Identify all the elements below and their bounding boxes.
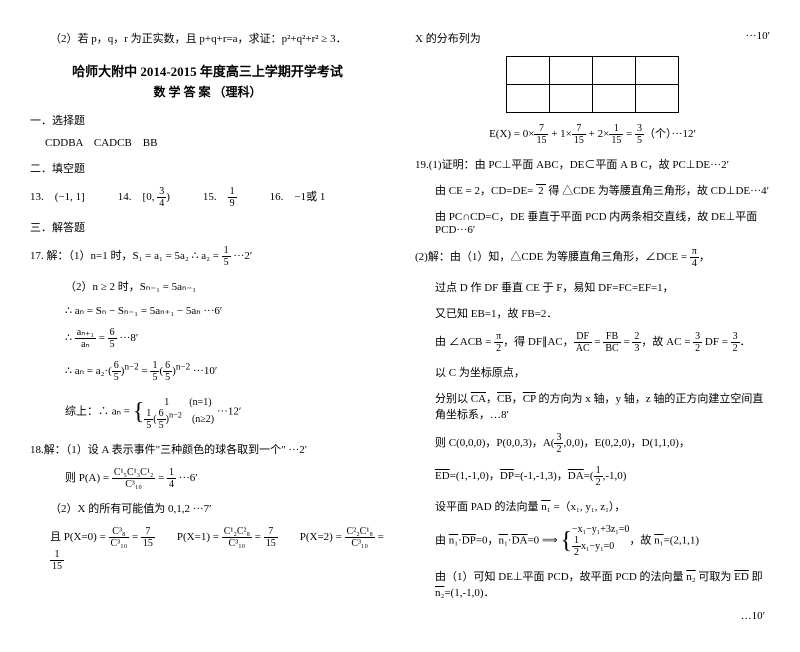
distribution-table (506, 56, 679, 113)
section-1: 一．选择题 (30, 112, 385, 128)
q19-8: 分别以 CA，CB，CP 的方向为 x 轴，y 轴，z 轴的正方向建立空间直角坐… (435, 390, 770, 422)
q19-10: ED=(1,-1,0)，DP=(-1,-1,3)，DA=(12,-1,0) (435, 465, 770, 488)
q17-3: ∴ aₙ = Sₙ − Sₙ₋₁ = 5aₙ₊₁ − 5aₙ ···6′ (65, 304, 385, 317)
exam-subtitle: 数 学 答 案 （理科） (30, 83, 385, 100)
section-2: 二．填空题 (30, 160, 385, 176)
q17-6: 综上：∴ aₙ = { 1 (n=1)15(65)n−2 (n≥2) ···12… (65, 393, 385, 431)
q19-7: 以 C 为坐标原点， (435, 364, 770, 380)
q19-13: 由（1）可知 DE⊥平面 PCD，故平面 PCD 的法向量 n₂ 可取为 ED … (435, 568, 770, 600)
s1-answers: CDDBA CADCB BB (45, 134, 385, 150)
q17-2: （2）n ≥ 2 时，Sₙ₋₁ = 5aₙ₋₁ (65, 278, 385, 294)
q19-9: 则 C(0,0,0)，P(0,0,3)，A(32,0,0)，E(0,2,0)，D… (435, 432, 770, 455)
section-3: 三．解答题 (30, 219, 385, 235)
q17-4: ∴ aₙ₊₁aₙ = 65 ···8′ (65, 327, 385, 350)
q19-2: 由 CE = 2，CD=DE= 2 得 △CDE 为等腰直角三角形，故 CD⊥D… (435, 182, 770, 198)
ex-value: E(X) = 0×715 + 1×715 + 2×115 = 35（个）···1… (415, 123, 770, 146)
q19-12: 由 n₁·DP=0，n₁·DA=0 ⟹ {−x₁−y₁+3z₁=012x₁−y₁… (435, 524, 770, 558)
s2-answers: 13. (−1, 1] 14. [0, 34) 15. 19 16. −1或 1 (30, 186, 385, 209)
q18-1: 18.解：（1）设 A 表示事件"三种颜色的球各取到一个" ···2′ (30, 441, 385, 457)
q19-6: 由 ∠ACB = π2，得 DF∥AC，DFAC = FBBC = 23，故 A… (435, 331, 770, 354)
q18-2: 则 P(A) = C¹₅C¹₃C¹₂C³₁₀ = 14 ···6′ (65, 467, 385, 490)
q19-11: 设平面 PAD 的法向量 n₁ =（x₁, y₁, z₁）， (435, 498, 770, 514)
q2-text: （2）若 p，q，r 为正实数，且 p+q+r=a，求证：p²+q²+r² ≥ … (50, 30, 385, 46)
q19-3: 由 PC∩CD=C，DE 垂直于平面 PCD 内两条相交直线，故 DE⊥平面 P… (435, 208, 770, 236)
q19-part2: (2)解：由（1）知，△CDE 为等腰直角三角形，∠DCE = π4， (415, 246, 770, 269)
q18-3: （2）X 的所有可能值为 0,1,2 ···7′ (50, 500, 385, 516)
mark-10: …10′ (415, 610, 765, 622)
dist-label: X 的分布列为···10′ (415, 30, 770, 46)
q19-5: 又已知 EB=1，故 FB=2． (435, 305, 770, 321)
q17-5: ∴ aₙ = a₂·(65)n−2 = 15(65)n−2 ···10′ (65, 360, 385, 383)
exam-title: 哈师大附中 2014-2015 年度高三上学期开学考试 (30, 61, 385, 80)
q19-1: 19.(1)证明：由 PC⊥平面 ABC，DE⊂平面 A B C，故 PC⊥DE… (415, 156, 770, 172)
q18-4: 且 P(X=0) = C³₈C³₁₀ = 715 P(X=1) = C¹₂C²₈… (50, 526, 385, 572)
q19-4: 过点 D 作 DF 垂直 CE 于 F，易知 DF=FC=EF=1， (435, 279, 770, 295)
q17-1: 17. 解：（1）n=1 时，S₁ = a₁ = 5a₂ ∴ a₂ = 15 ·… (30, 245, 385, 268)
